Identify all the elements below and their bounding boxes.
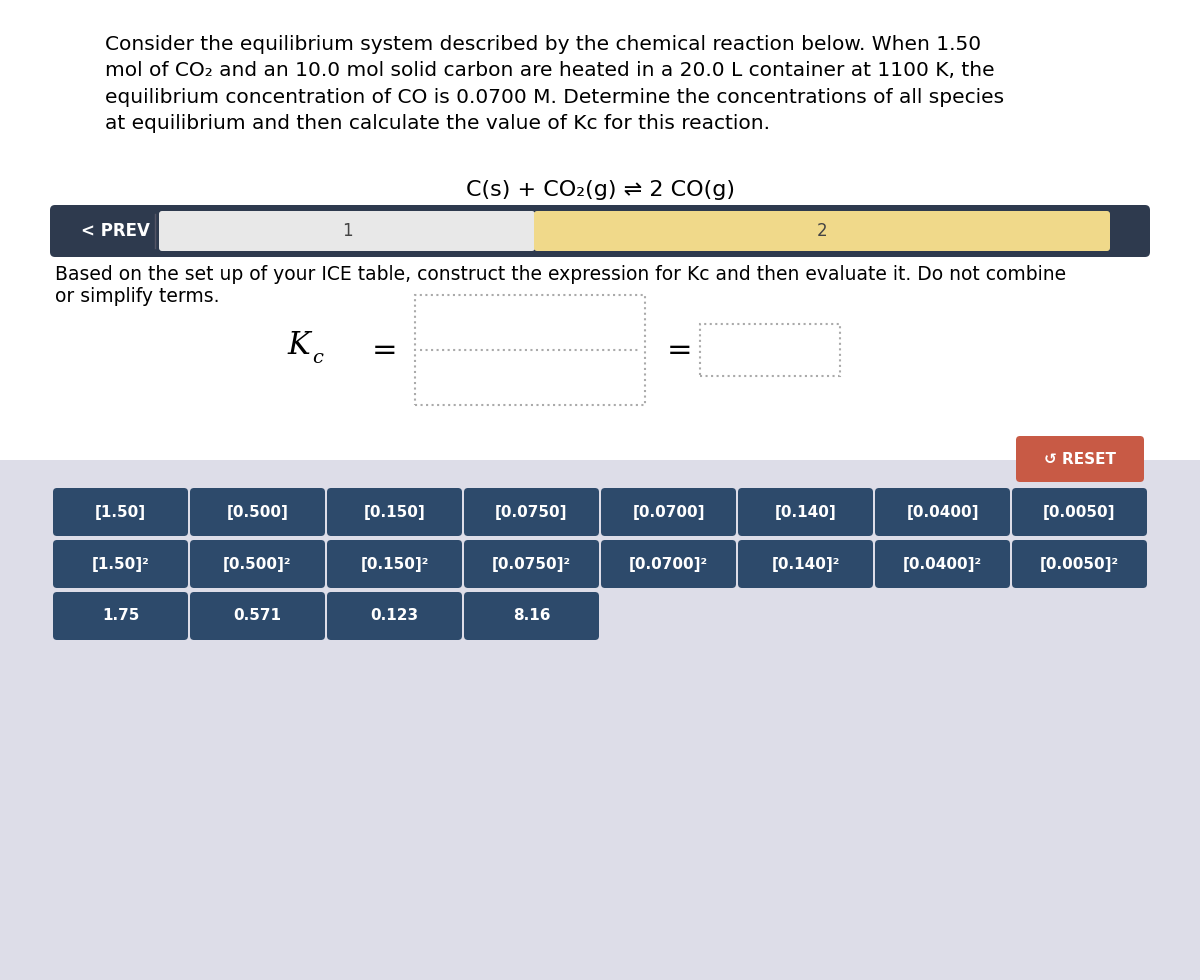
- Text: [0.150]²: [0.150]²: [360, 557, 428, 571]
- FancyBboxPatch shape: [326, 488, 462, 536]
- FancyBboxPatch shape: [1012, 488, 1147, 536]
- Bar: [415, 295, 646, 405]
- Text: 0.571: 0.571: [234, 609, 282, 623]
- Text: [0.0400]: [0.0400]: [906, 505, 979, 519]
- FancyBboxPatch shape: [158, 211, 535, 251]
- FancyBboxPatch shape: [464, 540, 599, 588]
- Text: [0.150]: [0.150]: [364, 505, 425, 519]
- Text: [1.50]²: [1.50]²: [91, 557, 149, 571]
- FancyBboxPatch shape: [1012, 540, 1147, 588]
- Text: C(s) + CO₂(g) ⇌ 2 CO(g): C(s) + CO₂(g) ⇌ 2 CO(g): [466, 180, 734, 200]
- Text: [0.0750]: [0.0750]: [496, 505, 568, 519]
- Text: [0.140]²: [0.140]²: [772, 557, 840, 571]
- Text: [0.140]: [0.140]: [775, 505, 836, 519]
- FancyBboxPatch shape: [601, 540, 736, 588]
- Text: 2: 2: [817, 222, 827, 240]
- Text: =: =: [372, 335, 398, 365]
- FancyBboxPatch shape: [738, 540, 874, 588]
- Bar: [0, 0, 1200, 460]
- Text: [0.0700]²: [0.0700]²: [629, 557, 708, 571]
- Text: K: K: [287, 329, 310, 361]
- Text: 8.16: 8.16: [512, 609, 551, 623]
- FancyBboxPatch shape: [53, 592, 188, 640]
- FancyBboxPatch shape: [738, 488, 874, 536]
- FancyBboxPatch shape: [326, 592, 462, 640]
- Text: or simplify terms.: or simplify terms.: [55, 287, 220, 306]
- Text: [0.500]²: [0.500]²: [223, 557, 292, 571]
- Text: 0.123: 0.123: [371, 609, 419, 623]
- Text: [0.0050]²: [0.0050]²: [1040, 557, 1120, 571]
- Text: [0.0700]: [0.0700]: [632, 505, 704, 519]
- FancyBboxPatch shape: [601, 488, 736, 536]
- FancyBboxPatch shape: [53, 488, 188, 536]
- FancyBboxPatch shape: [50, 205, 1150, 257]
- FancyBboxPatch shape: [190, 488, 325, 536]
- FancyBboxPatch shape: [875, 488, 1010, 536]
- Text: 1.75: 1.75: [102, 609, 139, 623]
- Text: ↺ RESET: ↺ RESET: [1044, 452, 1116, 466]
- Text: [0.0750]²: [0.0750]²: [492, 557, 571, 571]
- FancyBboxPatch shape: [875, 540, 1010, 588]
- FancyBboxPatch shape: [1016, 436, 1144, 482]
- Text: Based on the set up of your ICE table, construct the expression for Kc and then : Based on the set up of your ICE table, c…: [55, 265, 1066, 284]
- Text: [0.500]: [0.500]: [227, 505, 288, 519]
- FancyBboxPatch shape: [190, 540, 325, 588]
- Bar: [0, 460, 1200, 980]
- Text: [0.0050]: [0.0050]: [1043, 505, 1116, 519]
- FancyBboxPatch shape: [326, 540, 462, 588]
- Text: < PREV: < PREV: [80, 222, 150, 240]
- Text: =: =: [667, 335, 692, 365]
- FancyBboxPatch shape: [464, 592, 599, 640]
- FancyBboxPatch shape: [534, 211, 1110, 251]
- Text: 1: 1: [342, 222, 353, 240]
- FancyBboxPatch shape: [190, 592, 325, 640]
- Text: c: c: [312, 349, 323, 367]
- Text: Consider the equilibrium system described by the chemical reaction below. When 1: Consider the equilibrium system describe…: [106, 35, 1004, 133]
- FancyBboxPatch shape: [464, 488, 599, 536]
- Text: [1.50]: [1.50]: [95, 505, 146, 519]
- Bar: [700, 324, 840, 376]
- FancyBboxPatch shape: [53, 540, 188, 588]
- Text: [0.0400]²: [0.0400]²: [902, 557, 982, 571]
